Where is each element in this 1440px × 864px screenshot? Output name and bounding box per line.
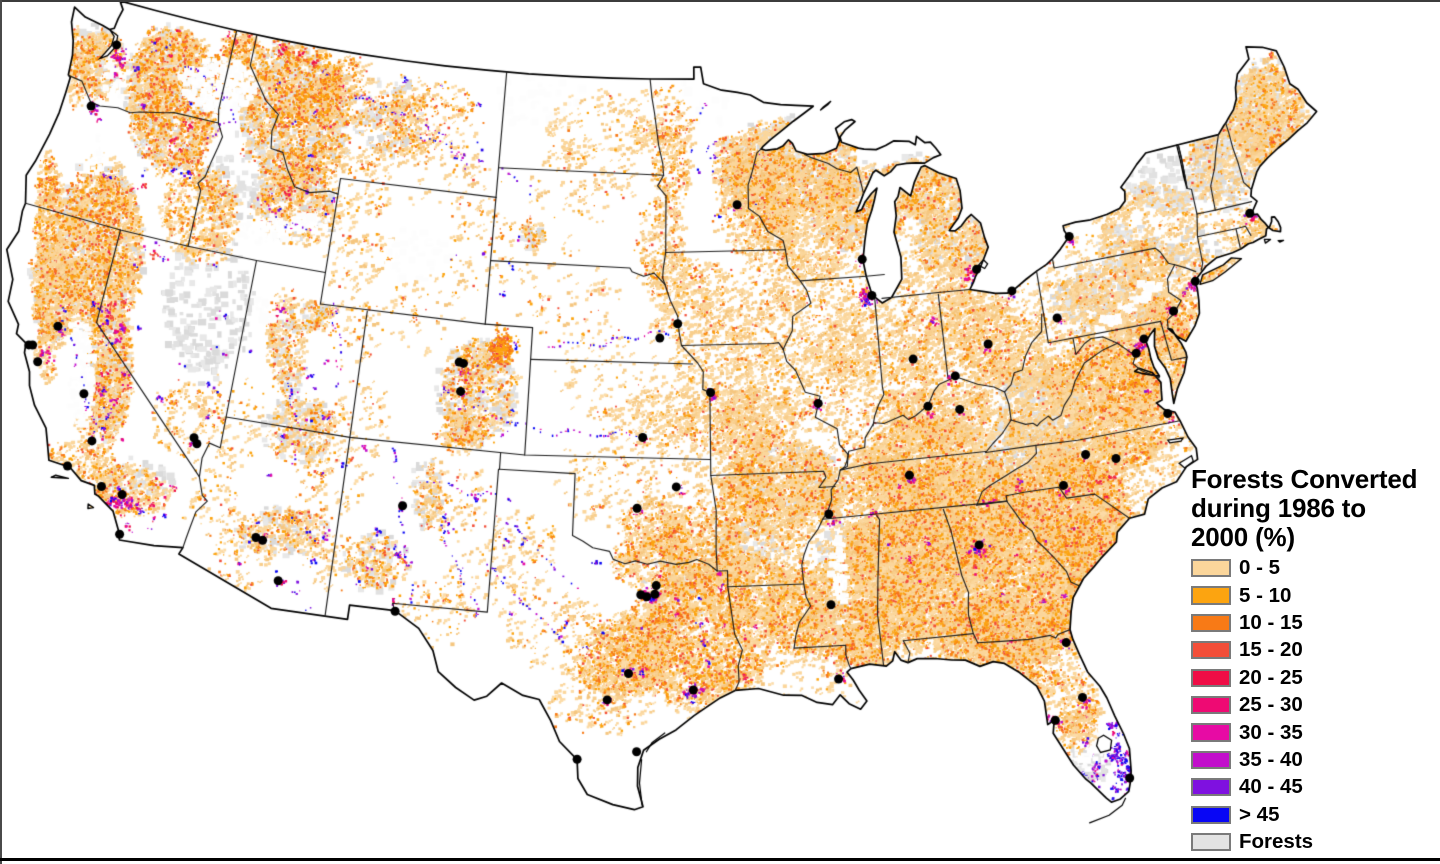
legend-swatch bbox=[1191, 805, 1231, 824]
legend-items: 0 - 5 5 - 10 10 - 15 15 - 20 20 - 25 25 - 30 3… bbox=[1191, 556, 1440, 854]
legend-swatch bbox=[1191, 778, 1231, 797]
legend-title-line3: 2000 (%) bbox=[1191, 522, 1295, 552]
legend-item-35-40: 35 - 40 bbox=[1191, 747, 1440, 771]
legend-swatch bbox=[1191, 668, 1231, 687]
legend-swatch bbox=[1191, 641, 1231, 660]
frame-bottom-border bbox=[0, 858, 1440, 861]
map-legend: Forests Converted during 1986 to 2000 (%… bbox=[1191, 465, 1440, 860]
legend-title: Forests Converted during 1986 to 2000 (%… bbox=[1191, 465, 1440, 552]
legend-item-label: 25 - 30 bbox=[1239, 693, 1303, 717]
legend-item-forests: Forests bbox=[1191, 830, 1440, 854]
frame-top-border bbox=[0, 0, 1440, 2]
legend-item-25-30: 25 - 30 bbox=[1191, 693, 1440, 717]
legend-item-label: 40 - 45 bbox=[1239, 775, 1303, 799]
legend-swatch bbox=[1191, 559, 1231, 578]
legend-item-label: 35 - 40 bbox=[1239, 747, 1303, 771]
legend-swatch bbox=[1191, 750, 1231, 770]
legend-swatch bbox=[1191, 832, 1231, 852]
legend-item-label: 0 - 5 bbox=[1239, 556, 1281, 580]
legend-item-0-5: 0 - 5 bbox=[1191, 556, 1440, 580]
legend-title-line2: during 1986 to bbox=[1191, 493, 1366, 523]
legend-item-label: > 45 bbox=[1239, 802, 1280, 826]
legend-item-5-10: 5 - 10 bbox=[1191, 584, 1440, 607]
legend-item-15-20: 15 - 20 bbox=[1191, 638, 1440, 662]
legend-swatch bbox=[1191, 613, 1231, 633]
legend-item-10-15: 10 - 15 bbox=[1191, 610, 1440, 634]
legend-item-label: 5 - 10 bbox=[1239, 583, 1292, 607]
legend-swatch bbox=[1191, 586, 1231, 605]
legend-swatch bbox=[1191, 723, 1231, 742]
legend-item-45: > 45 bbox=[1191, 802, 1440, 826]
legend-title-line1: Forests Converted bbox=[1191, 464, 1418, 494]
legend-item-40-45: 40 - 45 bbox=[1191, 775, 1440, 799]
legend-item-label: Forests bbox=[1239, 830, 1314, 854]
legend-item-label: 10 - 15 bbox=[1239, 610, 1303, 634]
legend-swatch bbox=[1191, 695, 1231, 715]
legend-item-30-35: 30 - 35 bbox=[1191, 721, 1440, 744]
legend-item-label: 15 - 20 bbox=[1239, 638, 1303, 662]
legend-item-label: 20 - 25 bbox=[1239, 665, 1303, 689]
frame-left-border bbox=[0, 0, 2, 864]
legend-item-20-25: 20 - 25 bbox=[1191, 665, 1440, 689]
legend-item-label: 30 - 35 bbox=[1239, 720, 1303, 744]
